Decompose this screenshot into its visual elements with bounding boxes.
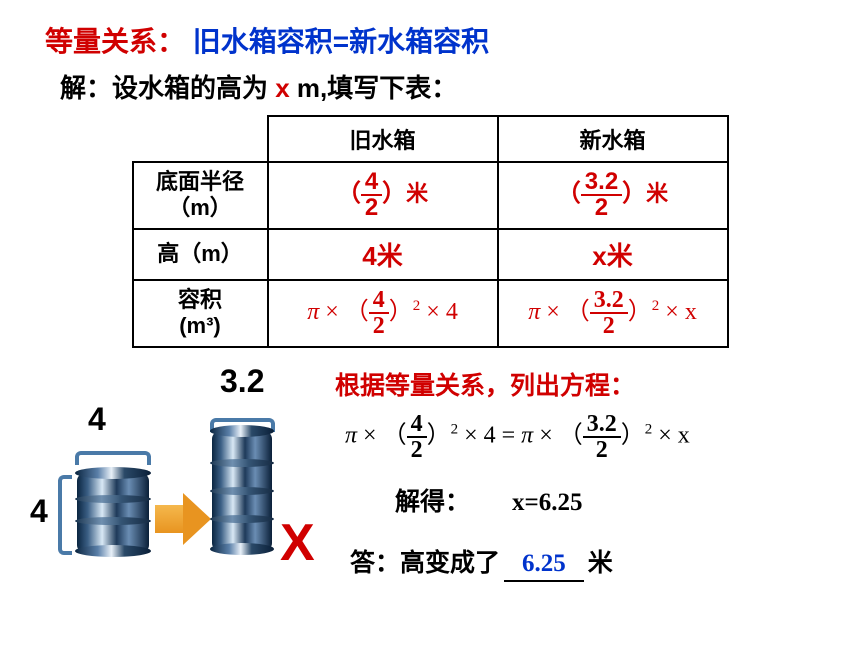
barrel-old-icon bbox=[77, 473, 149, 553]
col-new: 新水箱 bbox=[498, 116, 728, 162]
instruction: 根据等量关系，列出方程： bbox=[335, 366, 835, 402]
title-line: 等量关系： 旧水箱容积=新水箱容积 bbox=[45, 20, 815, 60]
sub-unit: m, bbox=[290, 73, 328, 103]
equation: π × （42）2 × 4 = π × （3.22）2 × x bbox=[345, 412, 835, 462]
answer-prefix: 答：高变成了 bbox=[350, 549, 500, 577]
table-corner bbox=[133, 116, 268, 162]
answer-suffix: 米 bbox=[588, 549, 613, 577]
label-4-side: 4 bbox=[30, 493, 48, 530]
barrel-new-icon bbox=[212, 431, 272, 551]
radius-old: （42）米 bbox=[268, 162, 498, 229]
col-old: 旧水箱 bbox=[268, 116, 498, 162]
volume-new: π × （3.22）2 × x bbox=[498, 280, 728, 347]
bracket-icon bbox=[58, 475, 72, 555]
x-mark-icon: X bbox=[280, 513, 315, 573]
height-new: x米 bbox=[498, 229, 728, 280]
sub-var: x bbox=[275, 73, 289, 103]
sub-suffix: 填写下表： bbox=[327, 73, 457, 103]
title-relation: 旧水箱容积=新水箱容积 bbox=[193, 26, 489, 57]
row-height-label: 高（m） bbox=[133, 229, 268, 280]
solve-line: 解得： x=6.25 bbox=[395, 482, 835, 518]
comparison-table: 旧水箱 新水箱 底面半径（m） （42）米 （3.22）米 高（m） 4米 x米… bbox=[132, 115, 729, 348]
volume-old: π × （42）2 × 4 bbox=[268, 280, 498, 347]
title-label: 等量关系： bbox=[45, 26, 185, 57]
answer-value: 6.25 bbox=[504, 550, 584, 582]
solve-label: 解得： bbox=[395, 488, 470, 516]
height-old: 4米 bbox=[268, 229, 498, 280]
solve-result: x=6.25 bbox=[512, 489, 583, 516]
bracket-icon bbox=[75, 451, 151, 465]
row-volume-label: 容积 (m³) bbox=[133, 280, 268, 347]
label-4-top: 4 bbox=[88, 401, 106, 438]
right-block: 根据等量关系，列出方程： π × （42）2 × 4 = π × （3.22）2… bbox=[335, 366, 835, 582]
answer-line: 答：高变成了6.25米 bbox=[350, 543, 835, 582]
radius-new: （3.22）米 bbox=[498, 162, 728, 229]
setup-line: 解：设水箱的高为 x m,填写下表： bbox=[60, 68, 815, 105]
label-3-2: 3.2 bbox=[220, 363, 264, 400]
row-radius-label: 底面半径（m） bbox=[133, 162, 268, 229]
sub-prefix: 解：设水箱的高为 bbox=[60, 73, 275, 103]
